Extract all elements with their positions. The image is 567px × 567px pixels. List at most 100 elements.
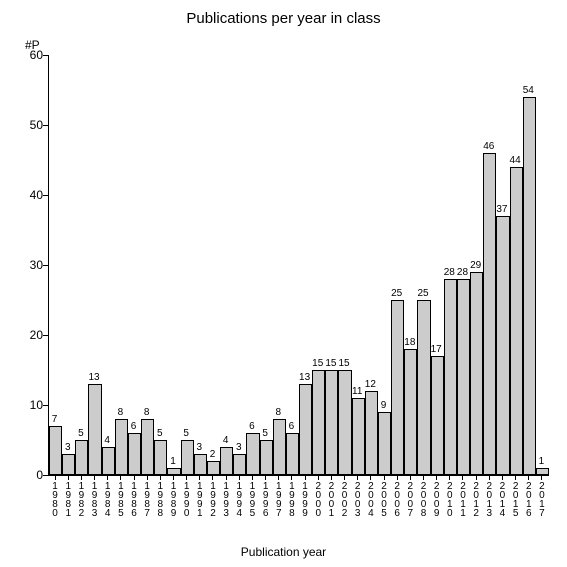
bar <box>483 153 496 475</box>
y-tick-label: 30 <box>30 258 43 272</box>
bar <box>75 440 88 475</box>
x-tick-label: 2015 <box>510 481 520 517</box>
bar <box>352 398 365 475</box>
bar <box>286 433 299 475</box>
bar-value-label: 4 <box>223 435 229 446</box>
bar <box>88 384 101 475</box>
bar <box>49 426 62 475</box>
bar-value-label: 6 <box>249 421 255 432</box>
y-tick-mark <box>43 335 48 336</box>
bar <box>417 300 430 475</box>
x-tick-label: 2005 <box>379 481 389 517</box>
bar-value-label: 1 <box>539 456 545 467</box>
x-tick-mark <box>291 475 292 480</box>
x-tick-mark <box>541 475 542 480</box>
bar-value-label: 13 <box>88 372 99 383</box>
x-tick-label: 1987 <box>142 481 152 517</box>
bar <box>496 216 509 475</box>
x-tick-label: 2008 <box>418 481 428 517</box>
bar-value-label: 3 <box>236 442 242 453</box>
bar-value-label: 3 <box>197 442 203 453</box>
bar <box>299 384 312 475</box>
x-tick-label: 1999 <box>300 481 310 517</box>
x-tick-mark <box>370 475 371 480</box>
bar <box>378 412 391 475</box>
x-tick-mark <box>515 475 516 480</box>
bar <box>154 440 167 475</box>
x-tick-label: 2014 <box>497 481 507 517</box>
x-tick-mark <box>239 475 240 480</box>
bar-value-label: 12 <box>365 379 376 390</box>
x-tick-label: 2012 <box>471 481 481 517</box>
x-tick-mark <box>476 475 477 480</box>
x-tick-label: 2010 <box>444 481 454 517</box>
bar-value-label: 54 <box>523 85 534 96</box>
x-tick-label: 1997 <box>273 481 283 517</box>
bar <box>457 279 470 475</box>
x-tick-mark <box>357 475 358 480</box>
x-tick-label: 1989 <box>168 481 178 517</box>
y-tick-label: 60 <box>30 48 43 62</box>
x-tick-mark <box>462 475 463 480</box>
x-tick-mark <box>81 475 82 480</box>
x-tick-label: 1980 <box>50 481 60 517</box>
x-tick-mark <box>265 475 266 480</box>
bar <box>181 440 194 475</box>
x-tick-mark <box>107 475 108 480</box>
x-tick-mark <box>186 475 187 480</box>
bar-value-label: 5 <box>183 428 189 439</box>
x-tick-label: 2004 <box>365 481 375 517</box>
y-tick-label: 0 <box>36 468 43 482</box>
x-tick-label: 1991 <box>194 481 204 517</box>
bar-value-label: 8 <box>144 407 150 418</box>
bar <box>62 454 75 475</box>
x-tick-label: 1992 <box>207 481 217 517</box>
x-tick-label: 1988 <box>155 481 165 517</box>
chart-container: Publications per year in class #P Public… <box>0 0 567 567</box>
x-axis-label: Publication year <box>0 545 567 559</box>
bar-value-label: 8 <box>275 407 281 418</box>
y-tick-mark <box>43 475 48 476</box>
x-tick-label: 1985 <box>115 481 125 517</box>
x-tick-label: 2001 <box>326 481 336 517</box>
x-tick-mark <box>436 475 437 480</box>
bar <box>444 279 457 475</box>
x-tick-label: 1982 <box>76 481 86 517</box>
bar-value-label: 17 <box>431 344 442 355</box>
x-tick-mark <box>199 475 200 480</box>
bar <box>391 300 404 475</box>
bar <box>536 468 549 475</box>
bar <box>102 447 115 475</box>
x-tick-mark <box>160 475 161 480</box>
x-tick-mark <box>397 475 398 480</box>
y-tick-mark <box>43 55 48 56</box>
bar-value-label: 6 <box>289 421 295 432</box>
x-tick-mark <box>305 475 306 480</box>
x-tick-label: 2013 <box>484 481 494 517</box>
bar <box>325 370 338 475</box>
x-tick-mark <box>252 475 253 480</box>
x-tick-label: 2002 <box>339 481 349 517</box>
y-tick-mark <box>43 405 48 406</box>
bar <box>431 356 444 475</box>
x-tick-mark <box>94 475 95 480</box>
bar-value-label: 8 <box>118 407 124 418</box>
y-tick-label: 50 <box>30 118 43 132</box>
bar-value-label: 25 <box>417 288 428 299</box>
y-tick-mark <box>43 195 48 196</box>
bar-value-label: 37 <box>496 204 507 215</box>
x-tick-mark <box>68 475 69 480</box>
bar-value-label: 5 <box>262 428 268 439</box>
x-tick-label: 1984 <box>102 481 112 517</box>
x-tick-mark <box>226 475 227 480</box>
bar-value-label: 11 <box>352 386 362 397</box>
bar-value-label: 28 <box>457 267 468 278</box>
x-tick-mark <box>528 475 529 480</box>
x-tick-label: 2003 <box>352 481 362 517</box>
x-tick-label: 2016 <box>523 481 533 517</box>
bar <box>523 97 536 475</box>
bar-value-label: 15 <box>338 358 349 369</box>
bar-value-label: 9 <box>381 400 387 411</box>
x-tick-mark <box>212 475 213 480</box>
bar-value-label: 13 <box>299 372 310 383</box>
